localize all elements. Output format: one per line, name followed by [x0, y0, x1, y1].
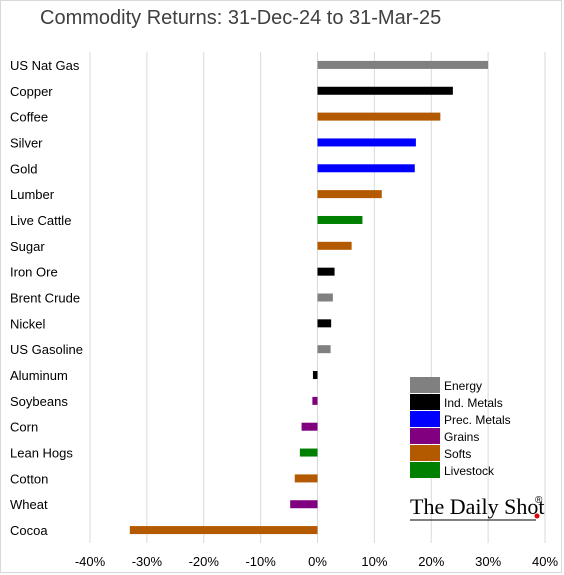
x-tick-label: 0%	[308, 554, 327, 569]
category-label: Sugar	[10, 239, 45, 254]
category-label: Lumber	[10, 187, 55, 202]
x-tick-labels: -40% -30% -20% -10% 0% 10% 20% 30% 40%	[75, 554, 559, 569]
legend-swatch	[410, 445, 440, 461]
legend-label: Grains	[444, 430, 479, 444]
bar	[312, 371, 318, 380]
bar	[129, 526, 318, 535]
bar	[317, 60, 489, 69]
legend-label: Ind. Metals	[444, 396, 503, 410]
x-tick-label: 40%	[532, 554, 558, 569]
category-label: Copper	[10, 84, 53, 99]
brand-registered-mark: ®	[535, 495, 543, 506]
legend: Energy Ind. Metals Prec. Metals Grains Softs…	[410, 377, 511, 478]
category-label: Iron Ore	[10, 265, 58, 280]
bar	[317, 215, 363, 224]
bar	[317, 138, 416, 147]
brand-logo: The Daily Shot ®	[410, 494, 544, 521]
x-tick-label: 10%	[361, 554, 387, 569]
legend-swatch	[410, 411, 440, 427]
category-label: Brent Crude	[10, 291, 80, 306]
legend-swatch	[410, 377, 440, 393]
category-label: Gold	[10, 161, 37, 176]
bar	[317, 86, 453, 95]
gridlines	[89, 52, 546, 543]
bar	[299, 448, 318, 457]
chart-title: Commodity Returns: 31-Dec-24 to 31-Mar-2…	[40, 7, 442, 29]
legend-label: Livestock	[444, 464, 495, 478]
category-label: Aluminum	[10, 368, 68, 383]
category-label: Soybeans	[10, 394, 68, 409]
x-tick-label: -30%	[132, 554, 163, 569]
legend-label: Softs	[444, 447, 471, 461]
bar	[317, 319, 332, 328]
bar	[290, 500, 318, 509]
category-label: Silver	[10, 135, 43, 150]
category-label: Live Cattle	[10, 213, 71, 228]
category-label: US Nat Gas	[10, 58, 80, 73]
brand-dot	[534, 513, 540, 519]
category-label: Nickel	[10, 316, 46, 331]
bar	[294, 474, 318, 483]
category-labels: US Nat Gas Copper Coffee Silver Gold Lumber Li…	[10, 58, 83, 538]
legend-swatch	[410, 394, 440, 410]
legend-label: Energy	[444, 379, 482, 393]
x-tick-label: -20%	[189, 554, 220, 569]
bar	[317, 345, 331, 354]
legend-swatch	[410, 462, 440, 478]
bar	[317, 190, 382, 199]
bar	[317, 164, 415, 173]
bar	[301, 422, 318, 431]
category-label: Wheat	[10, 497, 48, 512]
x-tick-label: -40%	[75, 554, 106, 569]
category-label: Corn	[10, 420, 38, 435]
category-label: Lean Hogs	[10, 446, 73, 461]
legend-swatch	[410, 428, 440, 444]
x-tick-label: -10%	[245, 554, 276, 569]
category-label: Cocoa	[10, 523, 48, 538]
bar	[317, 293, 333, 302]
bars	[129, 60, 489, 535]
x-tick-label: 30%	[475, 554, 501, 569]
category-label: Cotton	[10, 471, 48, 486]
bar	[317, 267, 335, 276]
x-tick-label: 20%	[418, 554, 444, 569]
bar	[312, 396, 318, 405]
category-label: US Gasoline	[10, 342, 83, 357]
bar	[317, 241, 352, 250]
category-label: Coffee	[10, 110, 48, 125]
brand-name: The Daily Shot	[410, 494, 544, 519]
legend-label: Prec. Metals	[444, 413, 511, 427]
bar	[317, 112, 441, 121]
